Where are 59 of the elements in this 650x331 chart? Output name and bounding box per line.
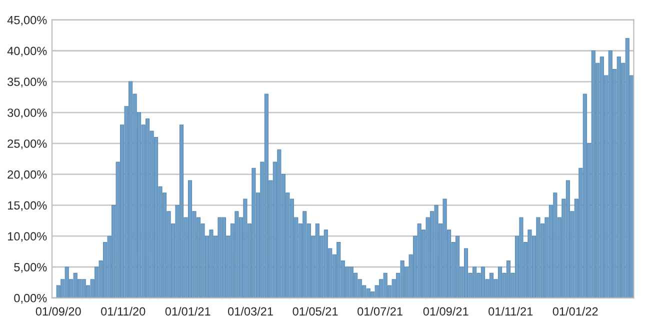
bar xyxy=(315,223,320,298)
bar xyxy=(528,230,532,298)
bar xyxy=(582,94,587,298)
bar xyxy=(434,204,438,298)
bar xyxy=(536,217,540,298)
bar xyxy=(442,198,447,298)
bar xyxy=(277,149,282,298)
bar xyxy=(336,242,341,298)
y-tick-label: 5,00% xyxy=(14,263,47,273)
bar xyxy=(222,217,226,298)
y-tick-label: 10,00% xyxy=(8,232,47,242)
bar xyxy=(600,56,604,298)
bar xyxy=(302,211,307,298)
bar xyxy=(400,260,404,298)
x-tick-label: 01/11/21 xyxy=(488,306,533,316)
bar xyxy=(218,217,222,298)
bar xyxy=(464,248,468,298)
bar xyxy=(82,279,86,298)
bar xyxy=(553,192,558,298)
bar xyxy=(366,288,370,298)
x-tick-label: 01/11/20 xyxy=(101,306,146,316)
x-tick-label: 01/05/21 xyxy=(292,306,338,316)
bar xyxy=(188,180,192,298)
bar xyxy=(608,50,612,298)
bar xyxy=(489,272,494,298)
bar xyxy=(498,266,502,298)
y-tick-label: 20,00% xyxy=(8,170,47,180)
bar xyxy=(243,198,248,298)
bar xyxy=(591,50,596,298)
bar xyxy=(506,260,511,298)
x-tick-label: 01/09/20 xyxy=(36,306,81,316)
bar xyxy=(324,230,328,298)
y-tick-label: 30,00% xyxy=(8,108,47,118)
y-tick-label: 15,00% xyxy=(8,201,47,212)
bar xyxy=(64,266,69,298)
bar xyxy=(519,217,524,298)
y-tick-label: 35,00% xyxy=(8,78,47,88)
y-tick-label: 0,00% xyxy=(14,294,47,304)
y-tick-label: 25,00% xyxy=(8,139,47,150)
bar xyxy=(480,266,486,298)
bar xyxy=(383,272,388,298)
bar xyxy=(625,38,630,298)
bar xyxy=(234,211,239,298)
bar xyxy=(349,266,354,298)
y-tick-label: 45,00% xyxy=(7,16,47,26)
bar xyxy=(417,223,422,298)
x-tick-label: 01/03/21 xyxy=(228,306,273,316)
bar xyxy=(252,168,256,298)
x-tick-label: 01/01/22 xyxy=(552,306,598,316)
bar xyxy=(73,272,78,298)
bar xyxy=(209,230,214,298)
x-tick-label: 01/01/21 xyxy=(165,306,210,316)
bar xyxy=(455,236,460,298)
x-tick-label: 01/07/21 xyxy=(358,306,402,316)
y-tick-label: 40,00% xyxy=(7,46,47,57)
bar xyxy=(179,124,184,298)
x-tick-label: 01/09/21 xyxy=(423,306,468,316)
bar xyxy=(472,266,477,298)
bar xyxy=(616,56,621,298)
